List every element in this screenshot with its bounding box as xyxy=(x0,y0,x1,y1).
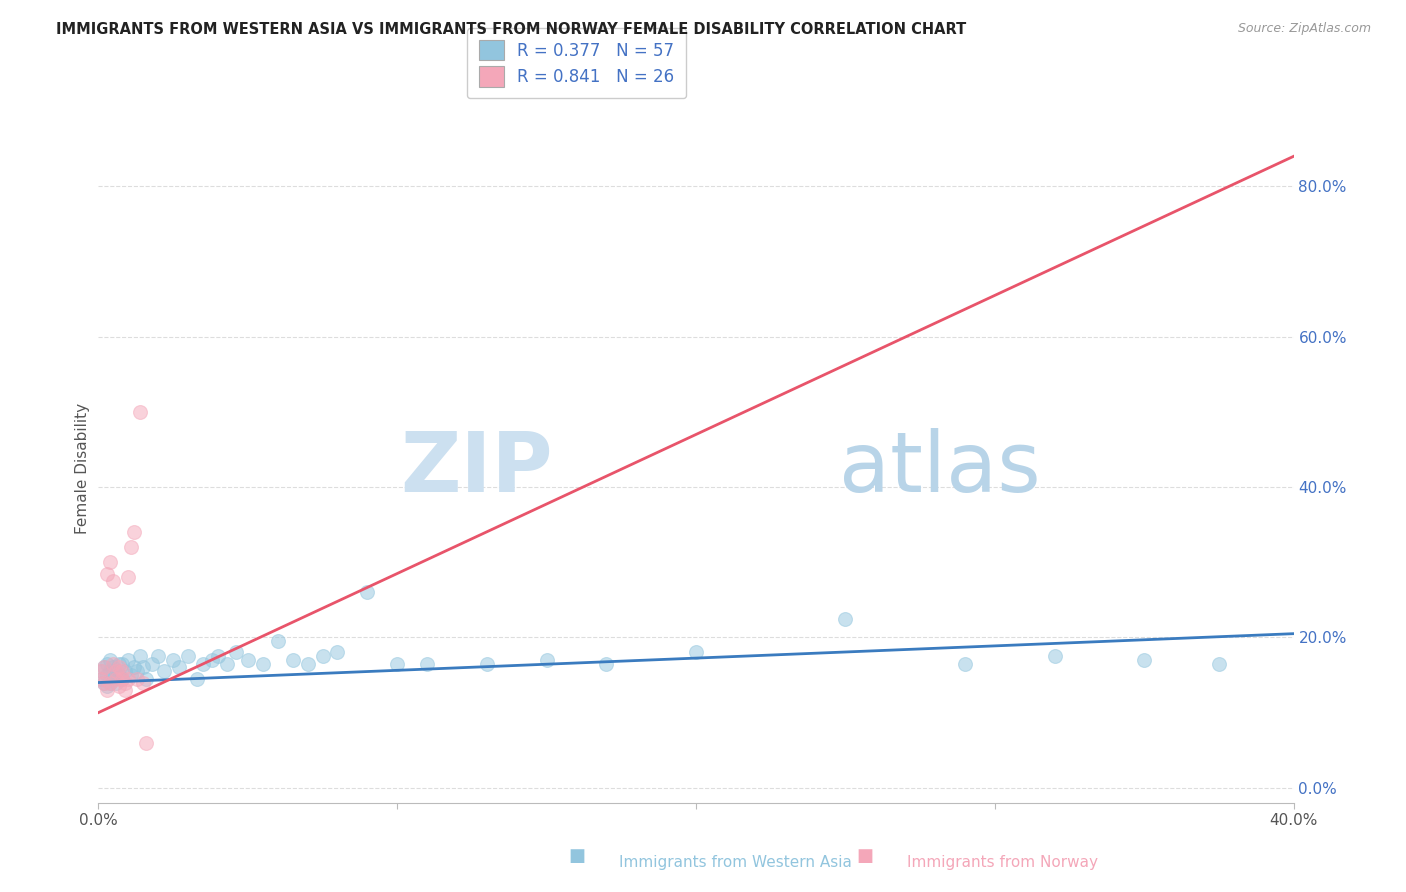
Point xyxy=(297,657,319,671)
Point xyxy=(93,660,115,674)
Point xyxy=(132,675,155,690)
Point xyxy=(177,649,200,664)
Point xyxy=(90,665,112,679)
Text: Source: ZipAtlas.com: Source: ZipAtlas.com xyxy=(1237,22,1371,36)
Point xyxy=(103,672,125,686)
Point xyxy=(326,645,349,659)
Point xyxy=(111,665,134,679)
Point xyxy=(215,657,238,671)
Point xyxy=(1208,657,1230,671)
Point xyxy=(127,665,149,679)
Point xyxy=(100,675,122,690)
Point xyxy=(90,665,112,679)
Point xyxy=(105,675,128,690)
Point xyxy=(132,660,155,674)
Point xyxy=(93,660,115,674)
Point xyxy=(281,653,304,667)
Point xyxy=(100,555,122,569)
Point xyxy=(117,653,139,667)
Point xyxy=(111,672,134,686)
Point xyxy=(103,657,125,671)
Point xyxy=(114,665,136,679)
Point xyxy=(96,683,118,698)
Point xyxy=(108,668,131,682)
Point xyxy=(108,660,131,674)
Point xyxy=(129,405,152,419)
Point xyxy=(153,665,176,679)
Point xyxy=(953,657,976,671)
Point xyxy=(100,675,122,690)
Point xyxy=(108,679,131,693)
Point xyxy=(1133,653,1156,667)
Point xyxy=(385,657,409,671)
Point xyxy=(162,653,184,667)
Point xyxy=(225,645,247,659)
Point xyxy=(536,653,558,667)
Point xyxy=(148,649,170,664)
Point xyxy=(834,612,856,626)
Text: Immigrants from Western Asia: Immigrants from Western Asia xyxy=(619,855,852,870)
Point xyxy=(111,672,134,686)
Point xyxy=(186,672,208,686)
Point xyxy=(416,657,439,671)
Point xyxy=(201,653,224,667)
Point xyxy=(111,657,134,671)
Point xyxy=(356,585,378,599)
Point xyxy=(595,657,617,671)
Point xyxy=(117,672,139,686)
Point xyxy=(96,679,118,693)
Point xyxy=(135,672,157,686)
Text: ZIP: ZIP xyxy=(401,428,553,508)
Point xyxy=(114,675,136,690)
Point xyxy=(191,657,214,671)
Point xyxy=(127,672,149,686)
Point xyxy=(105,665,128,679)
Text: IMMIGRANTS FROM WESTERN ASIA VS IMMIGRANTS FROM NORWAY FEMALE DISABILITY CORRELA: IMMIGRANTS FROM WESTERN ASIA VS IMMIGRAN… xyxy=(56,22,966,37)
Point xyxy=(103,660,125,674)
Point xyxy=(120,668,142,682)
Point xyxy=(93,675,115,690)
Point xyxy=(90,672,112,686)
Point xyxy=(311,649,333,664)
Point xyxy=(252,657,274,671)
Point xyxy=(207,649,229,664)
Point xyxy=(105,672,128,686)
Y-axis label: Female Disability: Female Disability xyxy=(75,402,90,534)
Point xyxy=(96,668,118,682)
Point xyxy=(96,657,118,671)
Text: atlas: atlas xyxy=(839,428,1040,508)
Point xyxy=(167,660,190,674)
Point xyxy=(141,657,163,671)
Point xyxy=(103,574,125,588)
Point xyxy=(135,736,157,750)
Point xyxy=(267,634,290,648)
Point xyxy=(236,653,259,667)
Point xyxy=(108,657,131,671)
Point xyxy=(90,672,112,686)
Point xyxy=(100,653,122,667)
Point xyxy=(120,540,142,554)
Text: ■: ■ xyxy=(568,847,585,865)
Point xyxy=(96,566,118,581)
Text: ■: ■ xyxy=(856,847,873,865)
Point xyxy=(475,657,498,671)
Point xyxy=(685,645,707,659)
Point xyxy=(1043,649,1066,664)
Point xyxy=(93,675,115,690)
Point xyxy=(124,660,146,674)
Point xyxy=(105,665,128,679)
Point xyxy=(129,649,152,664)
Text: Immigrants from Norway: Immigrants from Norway xyxy=(907,855,1098,870)
Point xyxy=(114,683,136,698)
Point xyxy=(117,570,139,584)
Legend: R = 0.377   N = 57, R = 0.841   N = 26: R = 0.377 N = 57, R = 0.841 N = 26 xyxy=(467,29,686,98)
Point xyxy=(124,525,146,540)
Point xyxy=(100,665,122,679)
